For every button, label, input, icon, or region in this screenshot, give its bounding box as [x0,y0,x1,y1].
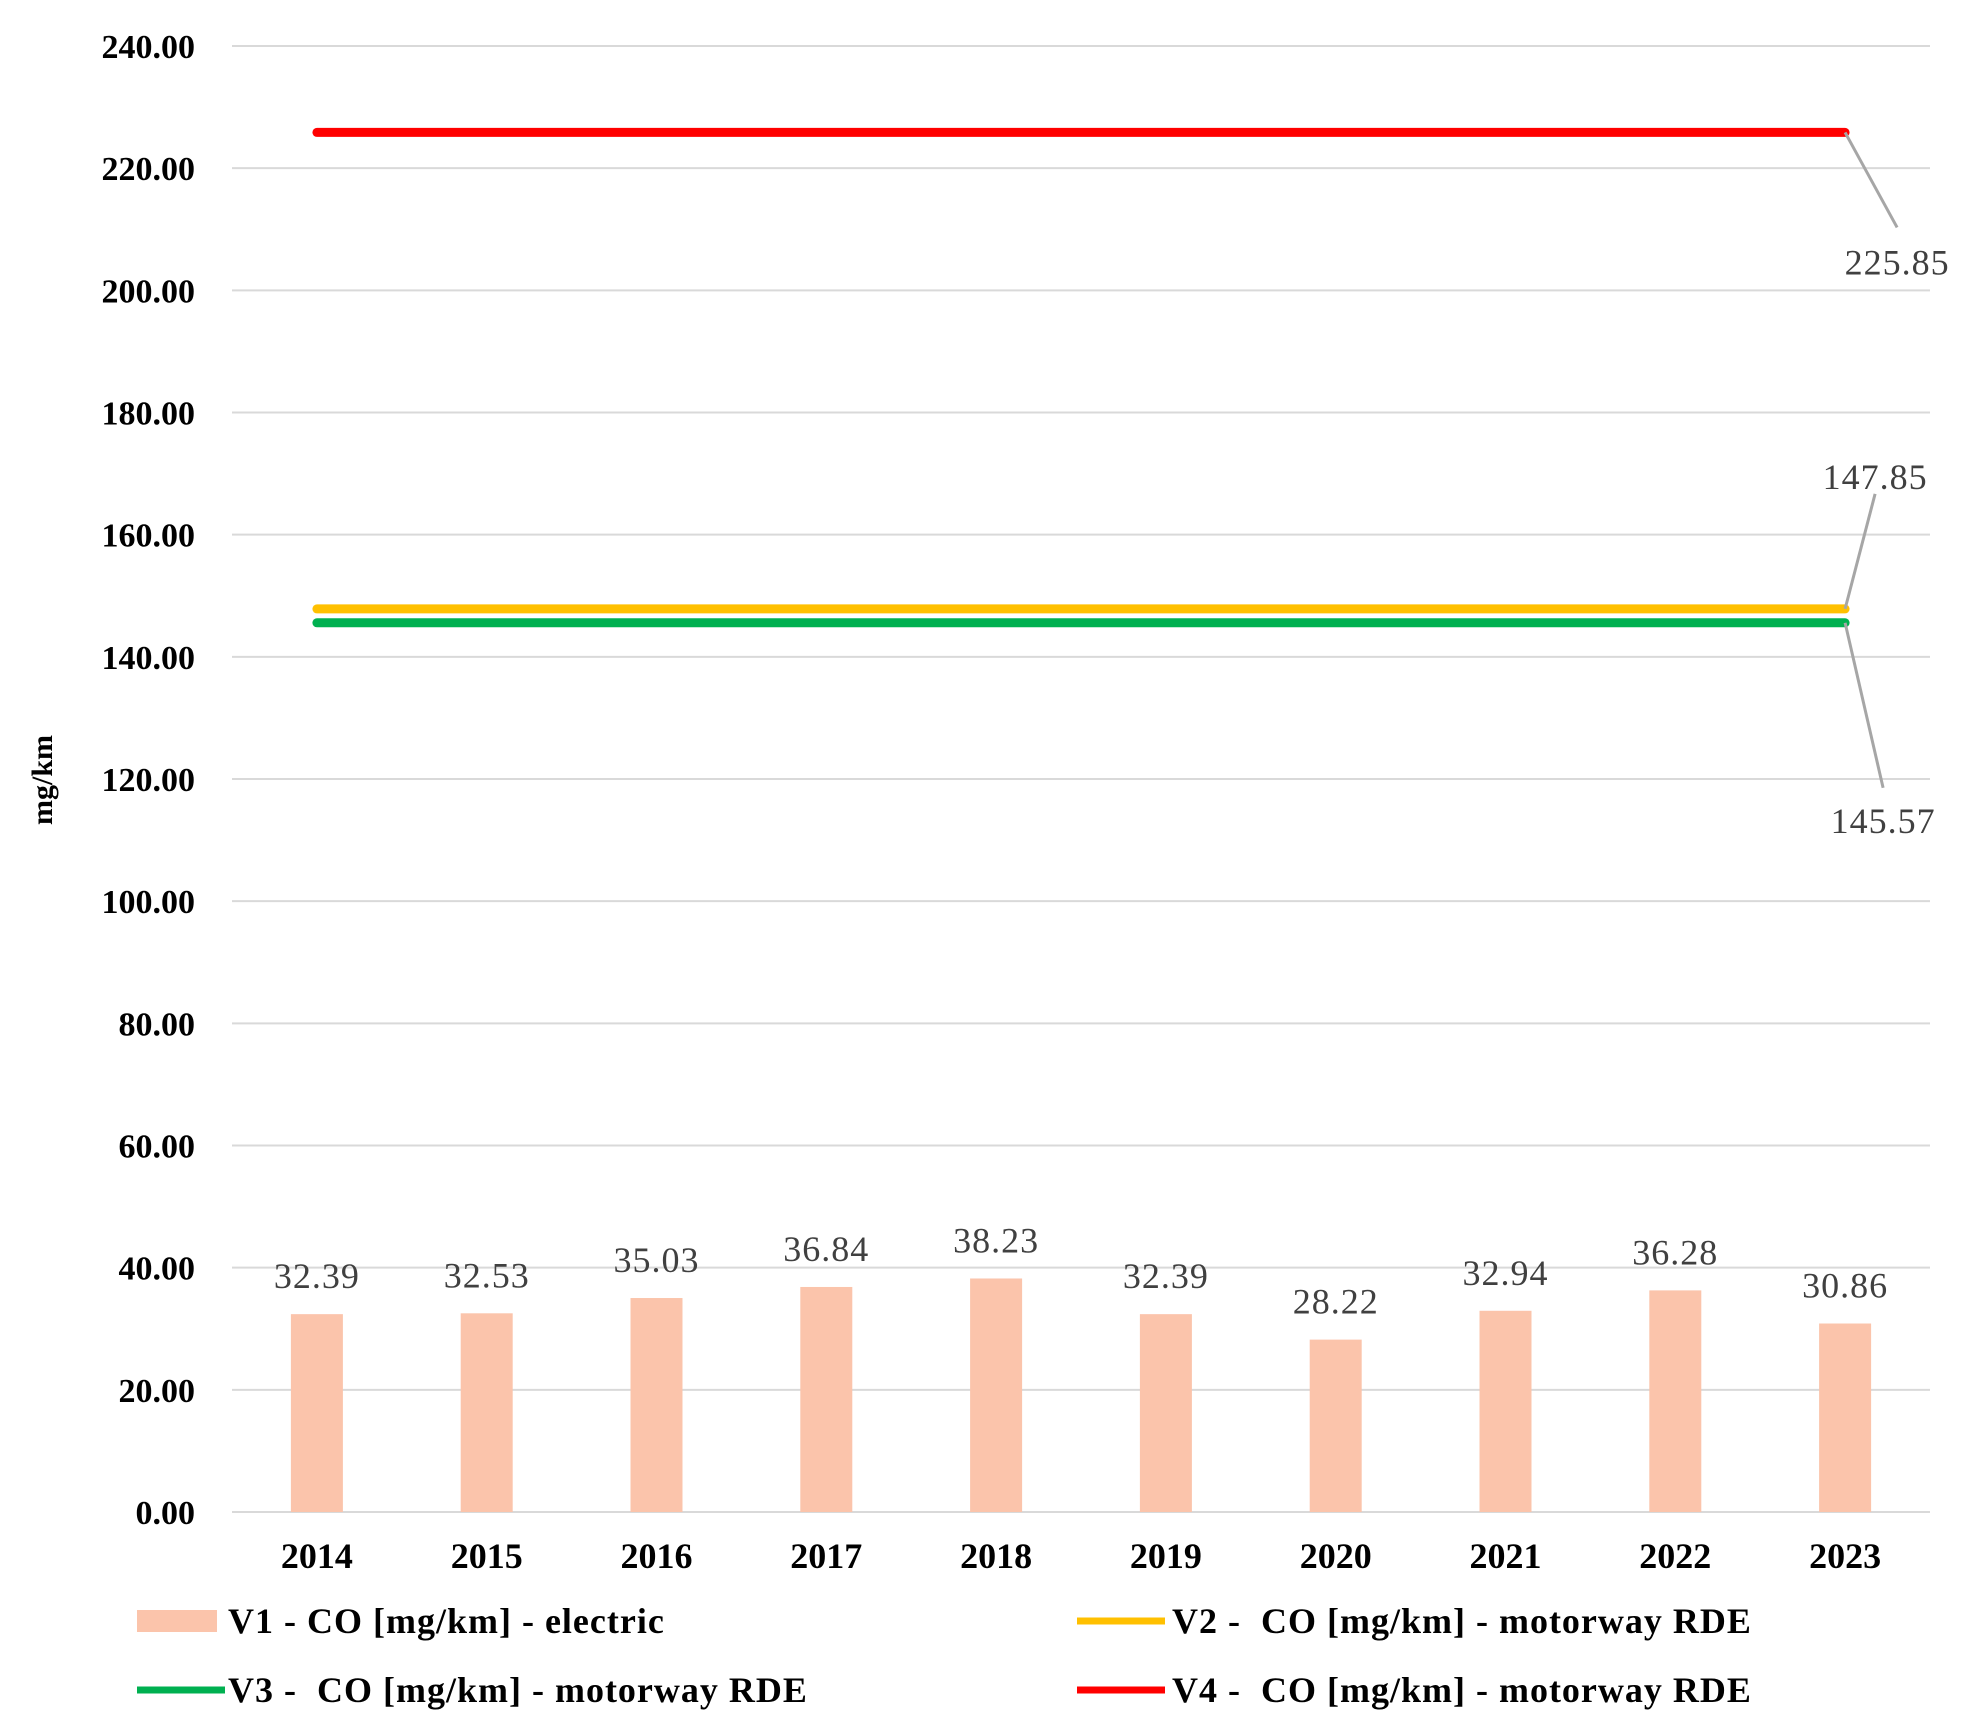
y-tick-label: 20.00 [119,1373,196,1410]
x-tick-label: 2014 [281,1536,353,1576]
legend-item-v2: V2 - CO [mg/km] - motorway RDE [1077,1601,1752,1641]
leader-line [1843,622,1885,789]
bar-data-label: 32.39 [274,1256,360,1296]
legend-item-v1: V1 - CO [mg/km] - electric [137,1601,665,1641]
y-tick-label: 180.00 [102,396,196,433]
y-tick-label: 200.00 [102,273,196,310]
y-axis-ticks: 0.00 20.00 40.00 60.00 80.00 100.00 120.00 140.… [102,29,196,1532]
bar-data-label: 36.84 [783,1229,869,1269]
y-tick-label: 40.00 [119,1251,196,1288]
y-tick-label: 140.00 [102,640,196,677]
x-tick-label: 2023 [1809,1536,1881,1576]
legend-swatch-v1 [137,1610,217,1632]
leader-line [1843,131,1899,229]
legend-label-v4: V4 - CO [mg/km] - motorway RDE [1172,1670,1752,1710]
legend-item-v3: V3 - CO [mg/km] - motorway RDE [137,1670,808,1710]
y-tick-label: 220.00 [102,151,196,188]
bar-data-label: 36.28 [1632,1232,1718,1272]
bar-series [290,1278,1872,1512]
y-axis-label: mg/km [26,735,59,825]
bar [800,1286,853,1512]
x-tick-label: 2017 [790,1536,862,1576]
x-tick-label: 2022 [1639,1536,1711,1576]
bar [460,1313,513,1512]
leader-line [1843,493,1877,610]
y-tick-label: 120.00 [102,762,196,799]
x-axis-ticks: 2014 2015 2016 2017 2018 2019 2020 2021 2022 2023 [281,1536,1881,1576]
bar-data-labels: 32.39 32.53 35.03 36.84 38.23 32.39 28.22 32.94… [274,1220,1888,1322]
bar [970,1278,1023,1512]
bar-data-label: 30.86 [1802,1265,1888,1305]
legend-item-v4: V4 - CO [mg/km] - motorway RDE [1077,1670,1752,1710]
bar-data-label: 32.53 [444,1255,530,1295]
x-tick-label: 2015 [451,1536,523,1576]
bar-data-label: 32.94 [1463,1253,1549,1293]
bar [290,1314,343,1512]
y-tick-label: 240.00 [102,29,196,66]
bar [1819,1323,1872,1512]
line-end-label: 225.85 [1845,242,1950,282]
bar-data-label: 32.39 [1123,1256,1209,1296]
bar [1649,1290,1702,1512]
bar [630,1298,683,1512]
x-tick-label: 2016 [621,1536,693,1576]
y-tick-label: 160.00 [102,518,196,555]
x-tick-label: 2020 [1300,1536,1372,1576]
line-series: 147.85 145.57 225.85 [312,127,1950,841]
y-tick-label: 80.00 [119,1006,196,1043]
x-tick-label: 2018 [960,1536,1032,1576]
bar-data-label: 28.22 [1293,1282,1379,1322]
legend-label-v3: V3 - CO [mg/km] - motorway RDE [228,1670,808,1710]
legend-label-v2: V2 - CO [mg/km] - motorway RDE [1172,1601,1752,1641]
y-tick-label: 0.00 [136,1495,196,1532]
y-tick-label: 100.00 [102,884,196,921]
bar [1479,1310,1532,1512]
line-end-label: 145.57 [1831,801,1936,841]
bar-data-label: 38.23 [953,1220,1039,1260]
legend-label-v1: V1 - CO [mg/km] - electric [228,1601,665,1641]
grid-lines [232,45,1930,1513]
y-tick-label: 60.00 [119,1129,196,1166]
x-tick-label: 2021 [1470,1536,1542,1576]
line-end-label: 147.85 [1823,457,1928,497]
bar-data-label: 35.03 [614,1240,700,1280]
x-tick-label: 2019 [1130,1536,1202,1576]
bar [1139,1314,1192,1512]
legend: V1 - CO [mg/km] - electric V2 - CO [mg/k… [137,1601,1752,1710]
bar [1309,1339,1362,1512]
